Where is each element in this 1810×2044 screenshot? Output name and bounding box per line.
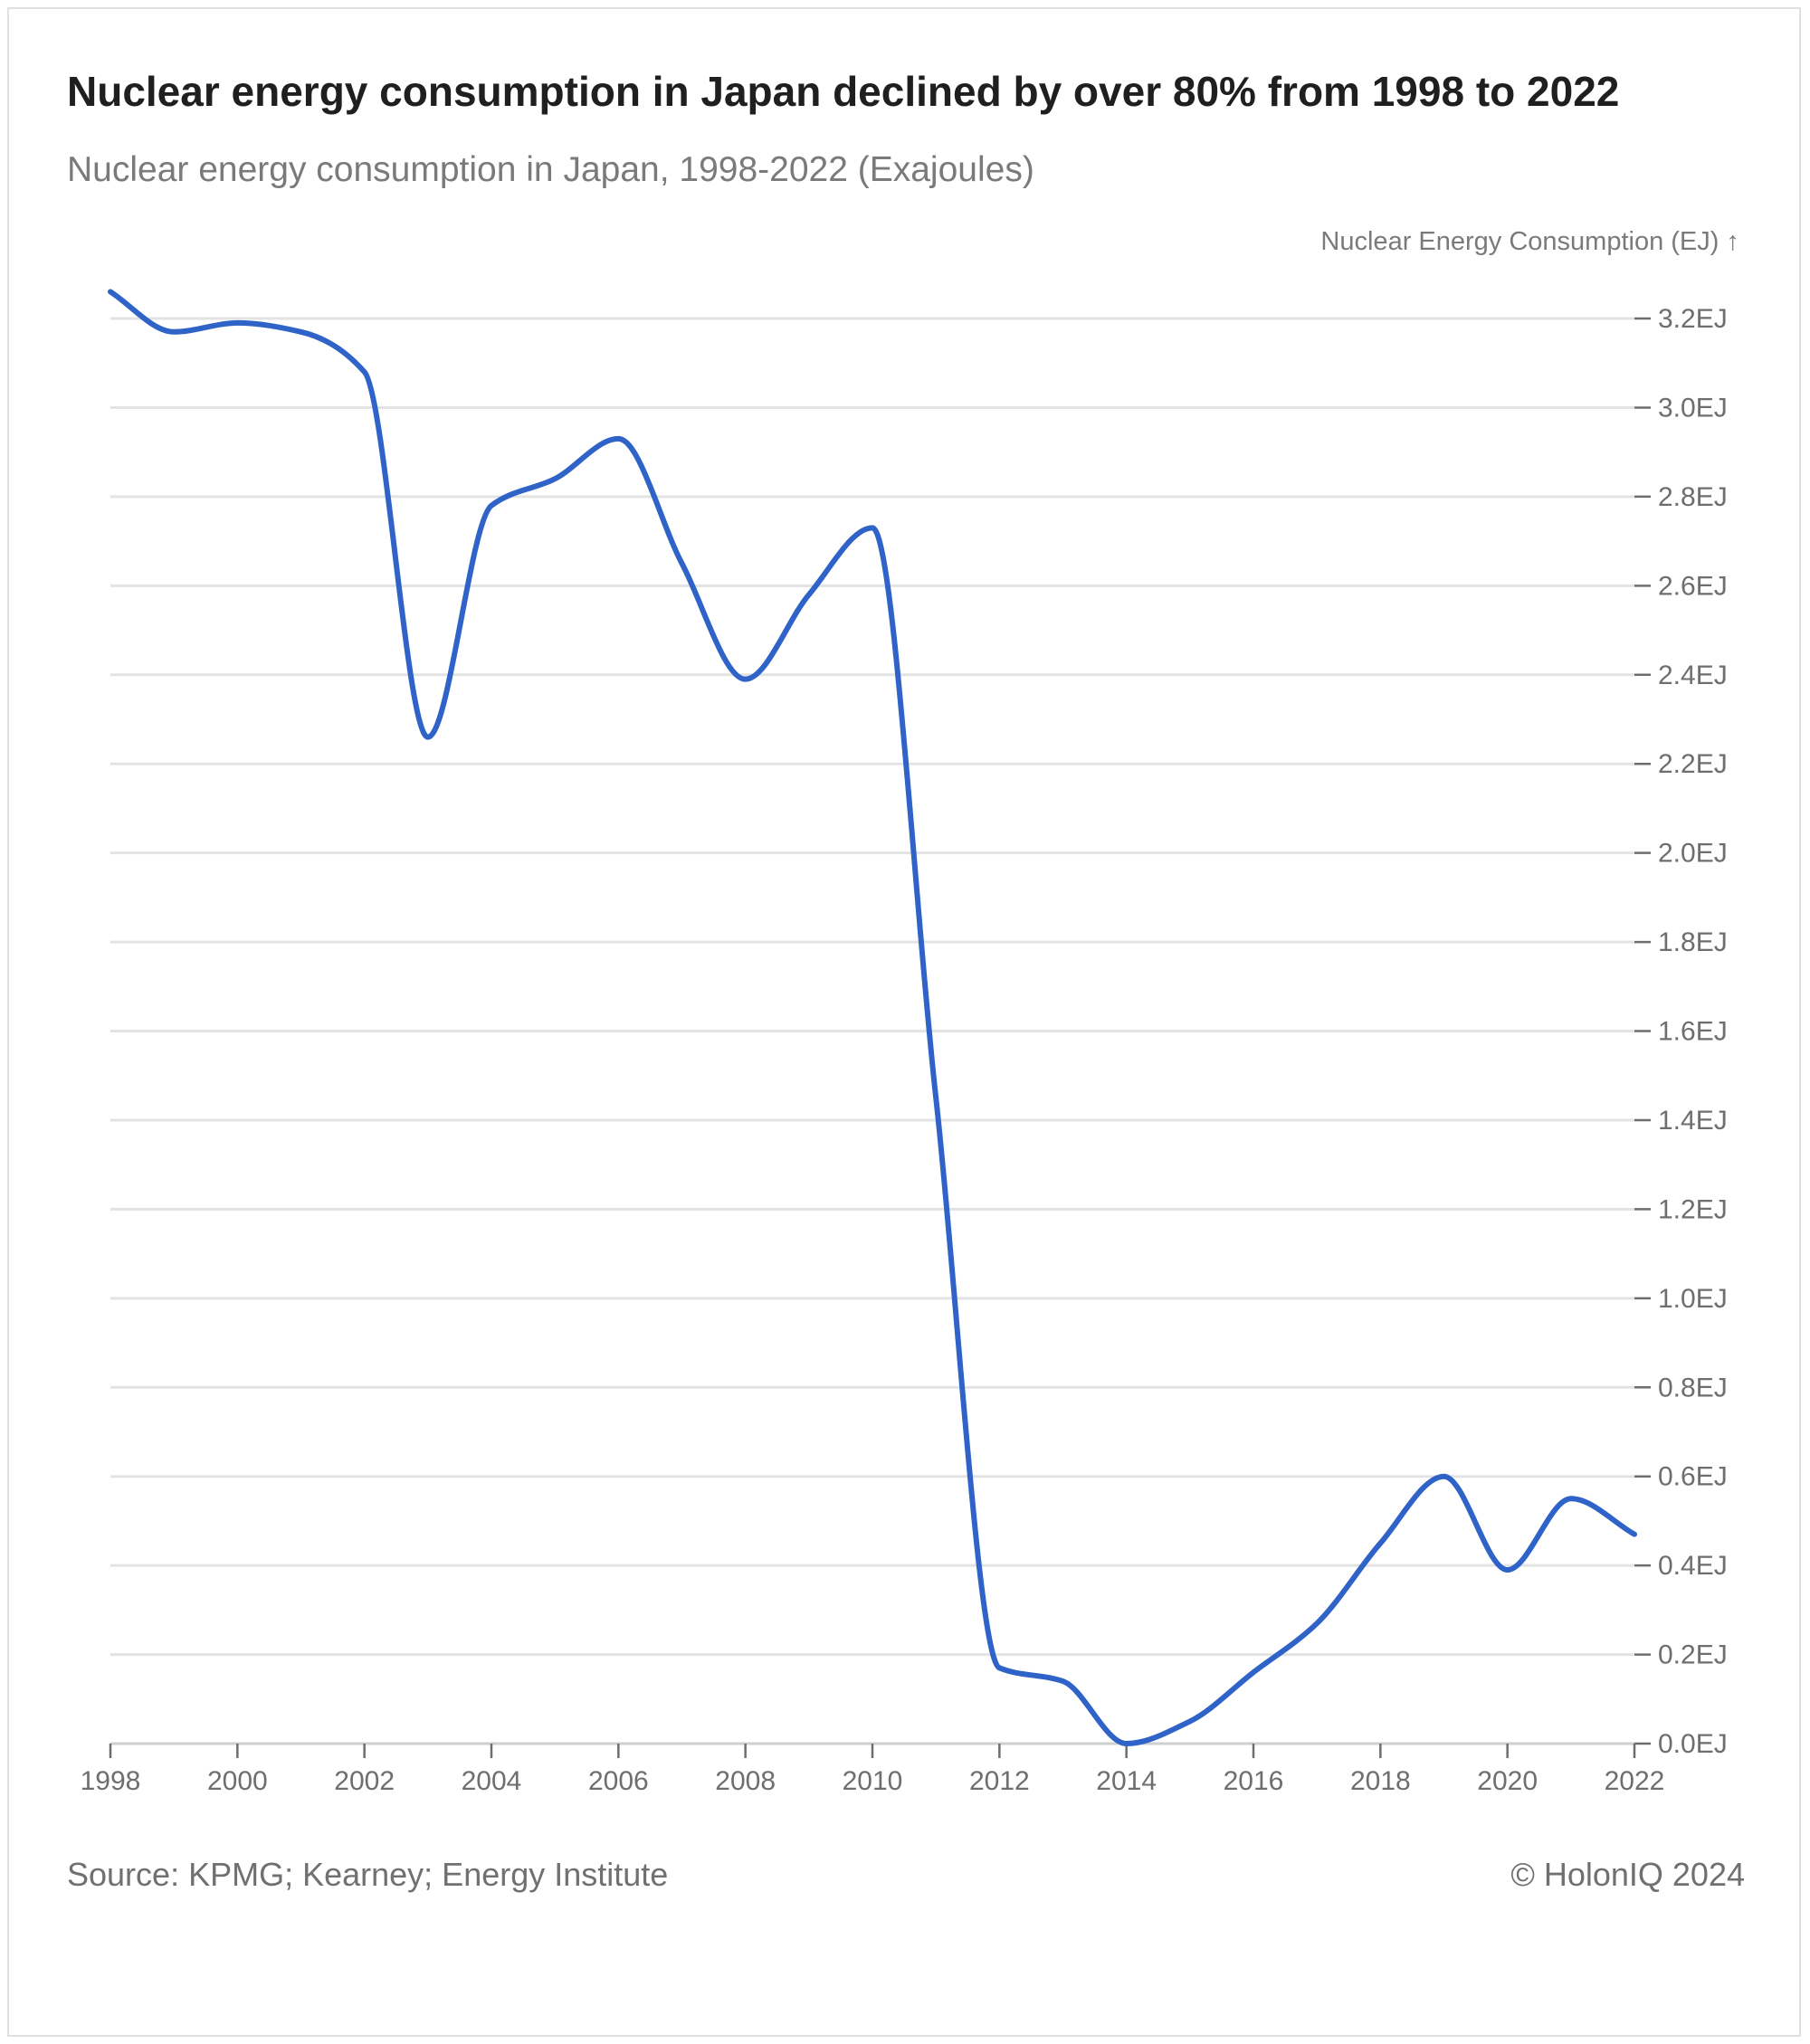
- data-point: [298, 328, 305, 336]
- y-axis: Nuclear Energy Consumption (EJ) ↑ 0.0EJ 0…: [1320, 227, 1739, 1759]
- y-tick-label: 1.2EJ: [1658, 1194, 1728, 1224]
- x-tick-label: 2014: [1096, 1766, 1157, 1796]
- y-tick-label: 1.8EJ: [1658, 927, 1728, 957]
- x-tick-label: 2012: [969, 1766, 1030, 1796]
- y-tick-label: 2.4EJ: [1658, 661, 1728, 690]
- data-point: [361, 368, 368, 376]
- y-tick-label: 1.6EJ: [1658, 1017, 1728, 1047]
- data-point: [1186, 1717, 1194, 1725]
- data-point: [1567, 1495, 1575, 1502]
- data-point: [1250, 1668, 1257, 1676]
- data-point: [488, 502, 495, 509]
- copyright-credit: © HolonIQ 2024: [1510, 1856, 1745, 1893]
- series-line: [108, 289, 1637, 1746]
- y-tick-label: 3.0EJ: [1658, 393, 1728, 423]
- data-point: [1441, 1473, 1448, 1480]
- y-tick-label: 3.2EJ: [1658, 304, 1728, 334]
- data-point: [932, 1094, 939, 1101]
- y-tick-label: 2.8EJ: [1658, 482, 1728, 512]
- y-tick-label: 0.8EJ: [1658, 1373, 1728, 1402]
- x-tick-label: 2008: [715, 1766, 776, 1796]
- x-tick-label: 2000: [207, 1766, 268, 1796]
- chart-subtitle: Nuclear energy consumption in Japan, 199…: [67, 150, 1034, 189]
- x-tick-label: 2004: [462, 1766, 522, 1796]
- x-tick-label: 1998: [81, 1766, 141, 1796]
- data-point: [107, 288, 114, 295]
- x-tick-label: 2018: [1350, 1766, 1411, 1796]
- y-axis-title: Nuclear Energy Consumption (EJ) ↑: [1320, 227, 1739, 256]
- data-point: [679, 560, 686, 567]
- data-point: [1060, 1678, 1067, 1685]
- data-point: [233, 319, 241, 327]
- x-tick-label: 2022: [1605, 1766, 1665, 1796]
- data-point: [869, 524, 876, 531]
- data-point: [805, 591, 813, 598]
- data-point: [1377, 1540, 1384, 1547]
- chart-card: [7, 7, 1801, 2037]
- data-point: [424, 734, 432, 741]
- y-tick-label: 2.2EJ: [1658, 749, 1728, 779]
- x-tick-label: 2002: [334, 1766, 395, 1796]
- y-tick-label: 0.2EJ: [1658, 1640, 1728, 1670]
- data-point: [170, 328, 177, 336]
- x-axis: 1998 2000 2002 2004 2006 2008 2010 2012 2014 2016…: [81, 1742, 1665, 1796]
- data-point: [742, 676, 749, 683]
- y-tick-label: 0.4EJ: [1658, 1551, 1728, 1581]
- data-point: [551, 475, 558, 482]
- y-tick-label: 2.0EJ: [1658, 839, 1728, 869]
- y-tick-label: 0.0EJ: [1658, 1729, 1728, 1759]
- gridlines: [110, 317, 1634, 1657]
- data-point: [996, 1664, 1003, 1671]
- data-point: [1631, 1531, 1638, 1538]
- y-tick-label: 1.4EJ: [1658, 1106, 1728, 1136]
- chart-title: Nuclear energy consumption in Japan decl…: [67, 68, 1620, 115]
- data-point: [1123, 1740, 1130, 1747]
- y-tick-label: 0.6EJ: [1658, 1462, 1728, 1492]
- y-tick-label: 2.6EJ: [1658, 571, 1728, 601]
- x-tick-label: 2010: [843, 1766, 903, 1796]
- x-tick-label: 2020: [1477, 1766, 1538, 1796]
- data-point: [1313, 1620, 1320, 1627]
- series: [107, 288, 1638, 1747]
- x-tick-label: 2016: [1224, 1766, 1284, 1796]
- data-point: [1504, 1566, 1511, 1573]
- x-tick-label: 2006: [588, 1766, 649, 1796]
- y-tick-label: 1.0EJ: [1658, 1284, 1728, 1314]
- source-note: Source: KPMG; Kearney; Energy Institute: [67, 1856, 669, 1893]
- data-point: [614, 435, 622, 442]
